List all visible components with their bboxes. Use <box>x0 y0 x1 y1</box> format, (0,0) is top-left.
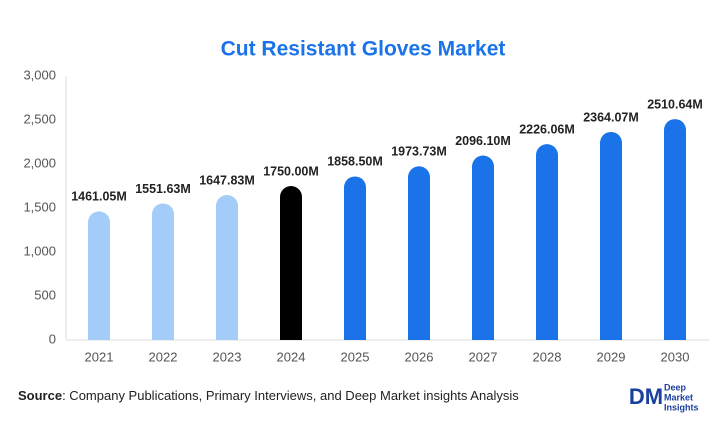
x-tick-label: 2027 <box>469 349 498 364</box>
bar <box>600 131 622 340</box>
x-tick-label: 2030 <box>661 349 690 364</box>
bar <box>536 144 558 340</box>
x-tick-label: 2022 <box>149 349 178 364</box>
value-label: 1461.05M <box>71 190 127 204</box>
bar <box>472 155 494 340</box>
y-tick-label: 0 <box>49 331 56 346</box>
x-tick-label: 2026 <box>405 349 434 364</box>
bar <box>344 176 366 340</box>
y-tick-label: 1,000 <box>23 243 56 258</box>
bar <box>408 166 430 340</box>
bar <box>216 194 238 340</box>
value-label: 1647.83M <box>199 173 255 187</box>
logo-mark: DM <box>629 384 663 409</box>
bar <box>664 119 686 340</box>
y-tick-label: 1,500 <box>23 199 56 214</box>
logo-line: Insights <box>664 402 699 412</box>
y-tick-label: 2,000 <box>23 155 56 170</box>
value-label: 2096.10M <box>455 134 511 148</box>
value-label: 1858.50M <box>327 155 383 169</box>
y-tick-label: 3,000 <box>23 67 56 82</box>
x-tick-label: 2023 <box>213 349 242 364</box>
chart-title: Cut Resistant Gloves Market <box>221 38 506 61</box>
logo-line: Deep <box>664 382 687 392</box>
x-tick-label: 2029 <box>597 349 626 364</box>
value-label: 1750.00M <box>263 164 319 178</box>
value-label: 2226.06M <box>519 122 575 136</box>
logo-line: Market <box>664 392 693 402</box>
value-label: 2364.07M <box>583 110 639 124</box>
value-label: 2510.64M <box>647 97 703 111</box>
x-tick-label: 2024 <box>277 349 306 364</box>
source-text: : Company Publications, Primary Intervie… <box>62 388 519 403</box>
value-label: 1551.63M <box>135 182 191 196</box>
source: Source: Company Publications, Primary In… <box>18 388 519 403</box>
source-label: Source <box>18 388 62 403</box>
value-label: 1973.73M <box>391 145 447 159</box>
y-tick-label: 2,500 <box>23 111 56 126</box>
bar <box>88 211 110 340</box>
x-tick-label: 2025 <box>341 349 370 364</box>
y-tick-label: 500 <box>34 287 56 302</box>
x-tick-label: 2028 <box>533 349 562 364</box>
bar <box>152 203 174 340</box>
bar <box>280 186 302 340</box>
x-tick-label: 2021 <box>85 349 114 364</box>
